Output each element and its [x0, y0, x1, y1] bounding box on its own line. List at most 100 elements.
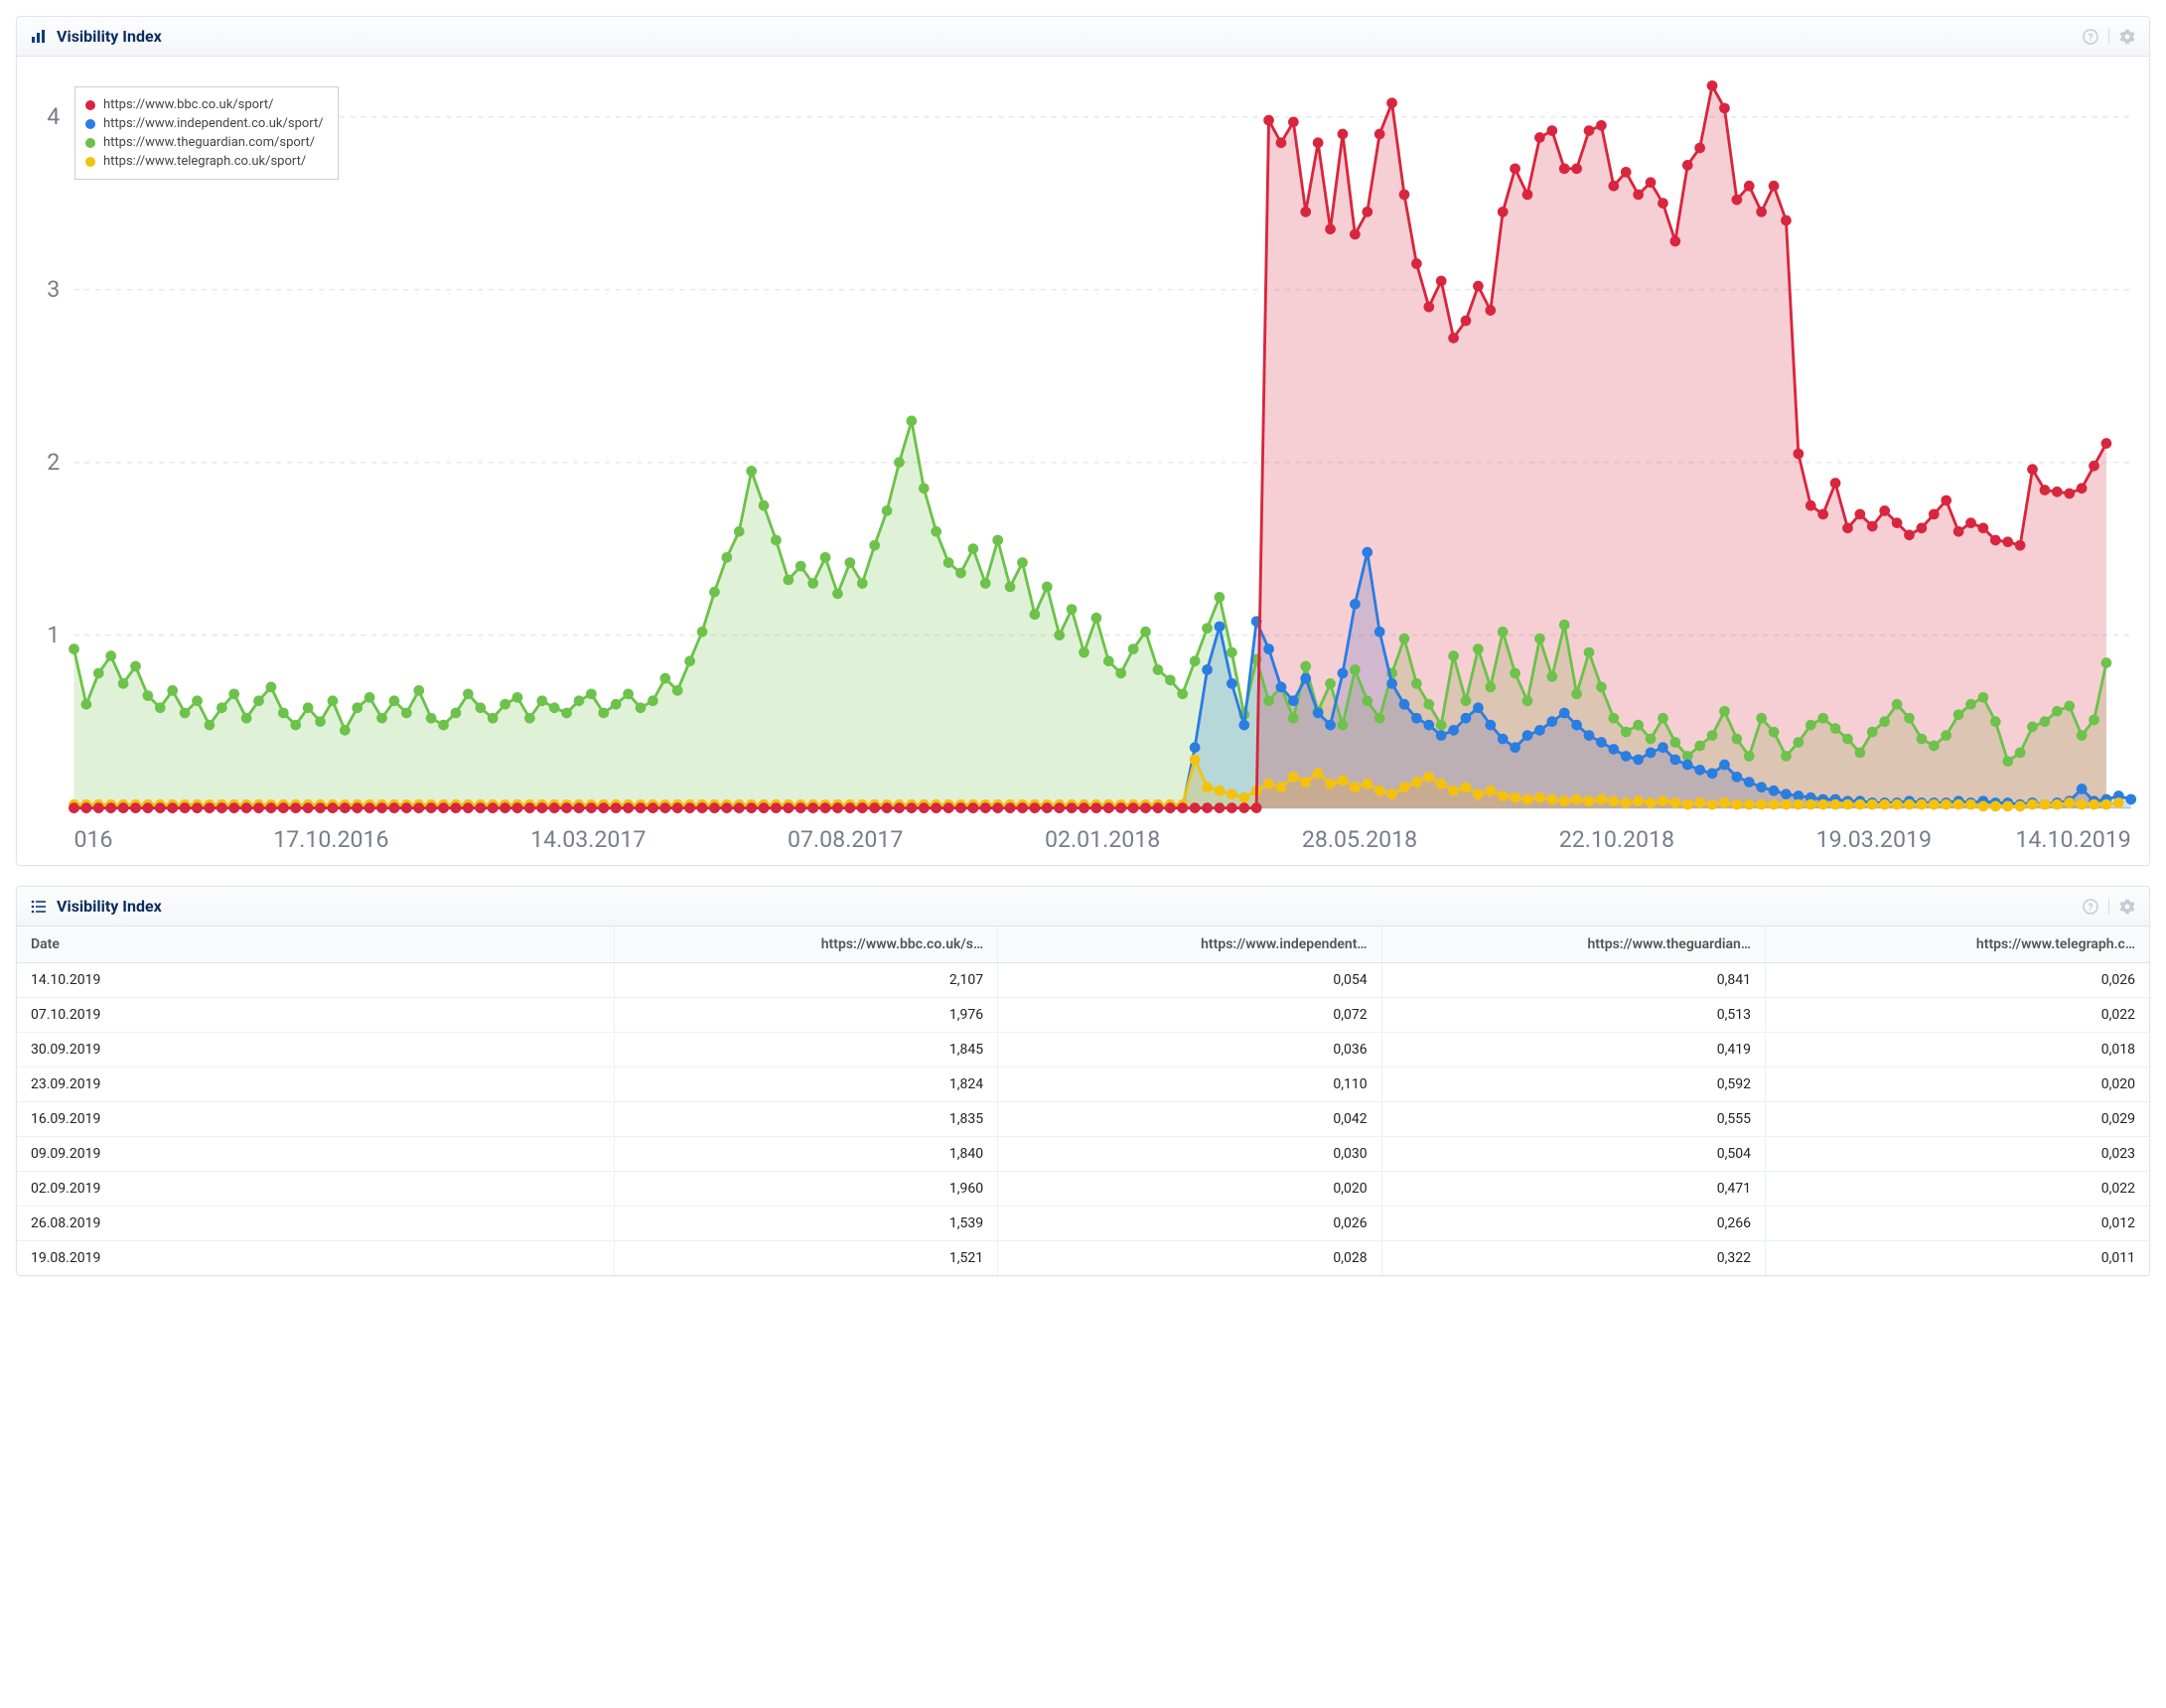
- chart-legend: https://www.bbc.co.uk/sport/https://www.…: [74, 86, 339, 180]
- date-cell: 09.09.2019: [17, 1137, 614, 1172]
- svg-text:19.03.2019: 19.03.2019: [1816, 826, 1932, 853]
- chart-body: 123401617.10.201614.03.201707.08.201702.…: [17, 57, 2149, 865]
- value-cell: 0,110: [998, 1068, 1381, 1102]
- table-body: 14.10.20192,1070,0540,8410,02607.10.2019…: [17, 963, 2149, 1276]
- value-cell: 0,504: [1381, 1137, 1765, 1172]
- value-cell: 0,555: [1381, 1102, 1765, 1137]
- value-cell: 0,012: [1766, 1207, 2149, 1241]
- table-row: 23.09.20191,8240,1100,5920,020: [17, 1068, 2149, 1102]
- help-icon[interactable]: ?: [2083, 29, 2098, 45]
- table-column-header[interactable]: https://www.theguardian…: [1381, 926, 1765, 963]
- date-cell: 23.09.2019: [17, 1068, 614, 1102]
- value-cell: 0,072: [998, 998, 1381, 1033]
- chart-panel-header: Visibility Index ?: [17, 17, 2149, 57]
- value-cell: 0,471: [1381, 1172, 1765, 1207]
- table-column-header[interactable]: Date: [17, 926, 614, 963]
- legend-label: https://www.theguardian.com/sport/: [103, 135, 315, 150]
- table-header-row: Datehttps://www.bbc.co.uk/s…https://www.…: [17, 926, 2149, 963]
- visibility-table: Datehttps://www.bbc.co.uk/s…https://www.…: [17, 926, 2149, 1275]
- value-cell: 1,824: [614, 1068, 997, 1102]
- visibility-chart: 123401617.10.201614.03.201707.08.201702.…: [21, 65, 2145, 861]
- svg-text:016: 016: [73, 826, 112, 853]
- date-cell: 14.10.2019: [17, 963, 614, 998]
- legend-dot-icon: [85, 100, 95, 110]
- legend-dot-icon: [85, 119, 95, 129]
- value-cell: 0,322: [1381, 1241, 1765, 1276]
- gear-icon[interactable]: [2119, 29, 2135, 45]
- table-wrap: Datehttps://www.bbc.co.uk/s…https://www.…: [17, 926, 2149, 1275]
- svg-text:07.08.2017: 07.08.2017: [788, 826, 903, 853]
- gear-icon[interactable]: [2119, 899, 2135, 915]
- table-row: 16.09.20191,8350,0420,5550,029: [17, 1102, 2149, 1137]
- value-cell: 0,036: [998, 1033, 1381, 1068]
- legend-item[interactable]: https://www.theguardian.com/sport/: [85, 133, 324, 152]
- date-cell: 07.10.2019: [17, 998, 614, 1033]
- value-cell: 1,845: [614, 1033, 997, 1068]
- value-cell: 1,960: [614, 1172, 997, 1207]
- table-panel-header: Visibility Index ?: [17, 887, 2149, 926]
- table-row: 30.09.20191,8450,0360,4190,018: [17, 1033, 2149, 1068]
- svg-text:14.10.2019: 14.10.2019: [2015, 826, 2130, 853]
- value-cell: 1,521: [614, 1241, 997, 1276]
- value-cell: 0,026: [998, 1207, 1381, 1241]
- value-cell: 1,840: [614, 1137, 997, 1172]
- svg-text:14.03.2017: 14.03.2017: [530, 826, 646, 853]
- table-column-header[interactable]: https://www.bbc.co.uk/s…: [614, 926, 997, 963]
- table-panel: Visibility Index ? Datehttps://www.bbc.c…: [16, 886, 2150, 1276]
- legend-label: https://www.independent.co.uk/sport/: [103, 116, 324, 131]
- header-divider: [2108, 899, 2109, 915]
- value-cell: 2,107: [614, 963, 997, 998]
- date-cell: 16.09.2019: [17, 1102, 614, 1137]
- value-cell: 0,022: [1766, 998, 2149, 1033]
- svg-text:?: ?: [2089, 33, 2094, 44]
- svg-text:22.10.2018: 22.10.2018: [1559, 826, 1674, 853]
- value-cell: 0,029: [1766, 1102, 2149, 1137]
- svg-text:?: ?: [2089, 903, 2094, 914]
- value-cell: 0,054: [998, 963, 1381, 998]
- table-row: 19.08.20191,5210,0280,3220,011: [17, 1241, 2149, 1276]
- value-cell: 0,020: [998, 1172, 1381, 1207]
- value-cell: 0,592: [1381, 1068, 1765, 1102]
- value-cell: 1,835: [614, 1102, 997, 1137]
- value-cell: 0,419: [1381, 1033, 1765, 1068]
- svg-text:02.01.2018: 02.01.2018: [1045, 826, 1160, 853]
- svg-text:3: 3: [47, 276, 60, 303]
- header-divider: [2108, 29, 2109, 45]
- table-row: 07.10.20191,9760,0720,5130,022: [17, 998, 2149, 1033]
- value-cell: 0,513: [1381, 998, 1765, 1033]
- table-header-actions: ?: [2083, 899, 2135, 915]
- svg-text:28.05.2018: 28.05.2018: [1302, 826, 1417, 853]
- value-cell: 0,026: [1766, 963, 2149, 998]
- help-icon[interactable]: ?: [2083, 899, 2098, 915]
- date-cell: 26.08.2019: [17, 1207, 614, 1241]
- value-cell: 0,023: [1766, 1137, 2149, 1172]
- legend-dot-icon: [85, 138, 95, 148]
- svg-text:4: 4: [47, 103, 60, 130]
- legend-dot-icon: [85, 157, 95, 167]
- value-cell: 0,011: [1766, 1241, 2149, 1276]
- table-row: 14.10.20192,1070,0540,8410,026: [17, 963, 2149, 998]
- legend-item[interactable]: https://www.bbc.co.uk/sport/: [85, 95, 324, 114]
- table-row: 26.08.20191,5390,0260,2660,012: [17, 1207, 2149, 1241]
- value-cell: 0,018: [1766, 1033, 2149, 1068]
- table-column-header[interactable]: https://www.independent…: [998, 926, 1381, 963]
- date-cell: 19.08.2019: [17, 1241, 614, 1276]
- date-cell: 30.09.2019: [17, 1033, 614, 1068]
- list-icon: [31, 899, 47, 915]
- legend-item[interactable]: https://www.independent.co.uk/sport/: [85, 114, 324, 133]
- bar-chart-icon: [31, 29, 47, 45]
- value-cell: 0,042: [998, 1102, 1381, 1137]
- chart-header-actions: ?: [2083, 29, 2135, 45]
- legend-item[interactable]: https://www.telegraph.co.uk/sport/: [85, 152, 324, 171]
- value-cell: 0,020: [1766, 1068, 2149, 1102]
- value-cell: 0,030: [998, 1137, 1381, 1172]
- table-column-header[interactable]: https://www.telegraph.c…: [1766, 926, 2149, 963]
- table-row: 09.09.20191,8400,0300,5040,023: [17, 1137, 2149, 1172]
- value-cell: 0,266: [1381, 1207, 1765, 1241]
- value-cell: 0,841: [1381, 963, 1765, 998]
- value-cell: 0,022: [1766, 1172, 2149, 1207]
- legend-label: https://www.bbc.co.uk/sport/: [103, 97, 273, 112]
- value-cell: 0,028: [998, 1241, 1381, 1276]
- chart-panel: Visibility Index ? 123401617.10.201614.0…: [16, 16, 2150, 866]
- svg-text:2: 2: [47, 449, 60, 476]
